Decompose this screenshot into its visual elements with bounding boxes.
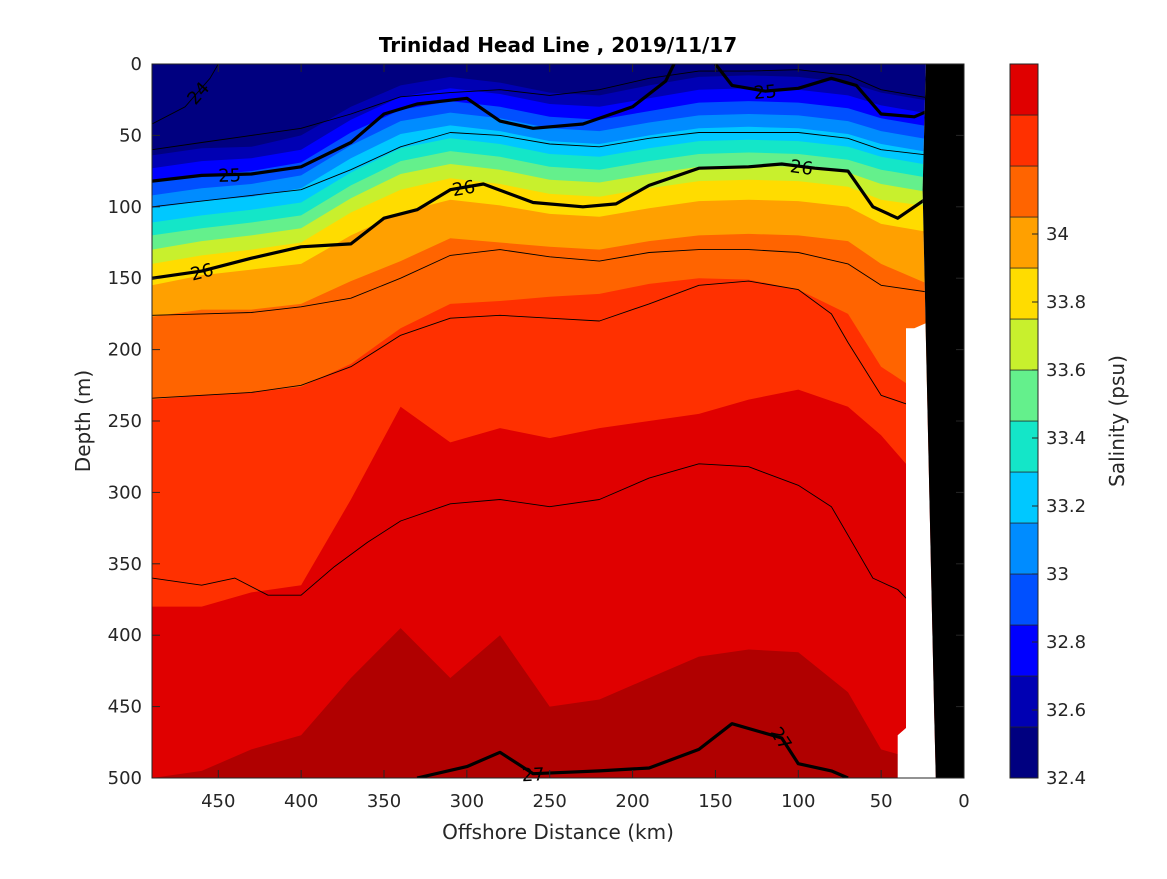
- contour-label-26: 26: [451, 177, 477, 202]
- colorbar-swatch: [1009, 63, 1039, 116]
- contour-label-text: 25: [218, 165, 241, 187]
- chart-title: Trinidad Head Line , 2019/11/17: [379, 33, 737, 57]
- density-contour-25: [152, 64, 676, 183]
- colorbar-swatch: [1009, 216, 1039, 269]
- x-tick-label: 50: [870, 791, 893, 812]
- colorbar-tick-label: 33.8: [1046, 292, 1086, 313]
- y-tick-label: 450: [108, 697, 142, 718]
- contour-label-26: 26: [789, 156, 814, 180]
- colorbar-tick-label: 32.8: [1046, 632, 1086, 653]
- colorbar-swatch: [1009, 675, 1039, 728]
- contour-label-text: 27: [521, 764, 545, 786]
- y-tick-label: 200: [108, 340, 142, 361]
- y-tick-label: 50: [119, 125, 142, 146]
- colorbar-swatch: [1009, 573, 1039, 626]
- density-contour-25: [714, 64, 932, 119]
- salinity-band-14: [152, 628, 964, 778]
- y-tick-label: 100: [108, 197, 142, 218]
- y-tick-label: 350: [108, 554, 142, 575]
- colorbar-tick-label: 34: [1046, 224, 1069, 245]
- colorbar-frame: [1009, 63, 1039, 779]
- density-contour-thin-5: [152, 69, 931, 151]
- colorbar-swatch: [1009, 318, 1039, 371]
- x-tick-label: 300: [450, 791, 484, 812]
- density-contour-thin-8: [152, 280, 932, 415]
- land-mask: [922, 64, 964, 778]
- x-axis-label: Offshore Distance (km): [442, 820, 674, 844]
- y-axis-label: Depth (m): [71, 370, 95, 472]
- density-contour-thin-7: [152, 249, 931, 316]
- colorbar-swatch: [1009, 165, 1039, 218]
- contour-label-25: 25: [753, 81, 778, 104]
- colorbar-tick-label: 32.6: [1046, 700, 1086, 721]
- colorbar-swatch: [1009, 114, 1039, 167]
- x-tick-label: 350: [367, 791, 401, 812]
- y-tick-label: 400: [108, 625, 142, 646]
- plot-masks: [897, 64, 964, 778]
- colorbar-tick-label: 33.6: [1046, 360, 1086, 381]
- colorbar-swatch: [1009, 522, 1039, 575]
- colorbar-swatch: [1009, 624, 1039, 677]
- colorbar-swatch: [1009, 726, 1039, 779]
- density-contour-thin-6: [152, 132, 931, 208]
- x-tick-label: 150: [698, 791, 732, 812]
- contour-label-text: 26: [451, 177, 477, 202]
- colorbar-swatch: [1009, 267, 1039, 320]
- x-axis: 450 400 350 300 250 200 150 100 50 0: [201, 64, 970, 812]
- y-tick-label: 0: [131, 54, 142, 75]
- colorbar-swatch: [1009, 420, 1039, 473]
- x-tick-label: 250: [533, 791, 567, 812]
- contour-label-25: 25: [218, 165, 241, 187]
- y-tick-label: 250: [108, 411, 142, 432]
- x-tick-label: 450: [201, 791, 235, 812]
- x-tick-label: 400: [284, 791, 318, 812]
- salinity-filled-contours: [152, 64, 964, 778]
- colorbar-tick-label: 33: [1046, 564, 1069, 585]
- contour-label-text: 25: [753, 81, 778, 104]
- density-contour-26: [152, 162, 932, 280]
- colorbar: 32.4 32.6 32.8 33 33.2 33.4 33.6 33.8 34: [1009, 63, 1086, 789]
- colorbar-swatch: [1009, 369, 1039, 422]
- x-tick-label: 0: [958, 791, 969, 812]
- colorbar-swatch: [1009, 471, 1039, 524]
- colorbar-tick-label: 32.4: [1046, 768, 1086, 789]
- colorbar-tick-label: 33.2: [1046, 496, 1086, 517]
- colorbar-tick-label: 33.4: [1046, 428, 1086, 449]
- density-contour-27: [416, 722, 849, 778]
- contour-label-text: 26: [789, 156, 814, 180]
- contour-label-27: 27: [521, 764, 545, 786]
- colorbar-label: Salinity (psu): [1105, 355, 1129, 487]
- x-tick-label: 100: [781, 791, 815, 812]
- y-axis: 0 50 100 150 200 250 300 350 400 450 500: [108, 54, 964, 789]
- y-tick-label: 150: [108, 268, 142, 289]
- y-tick-label: 500: [108, 768, 142, 789]
- y-tick-label: 300: [108, 482, 142, 503]
- density-contour-24: [152, 64, 219, 125]
- x-tick-label: 200: [615, 791, 649, 812]
- density-contour-thin-9: [152, 463, 915, 607]
- density-contour-lines: [152, 64, 932, 778]
